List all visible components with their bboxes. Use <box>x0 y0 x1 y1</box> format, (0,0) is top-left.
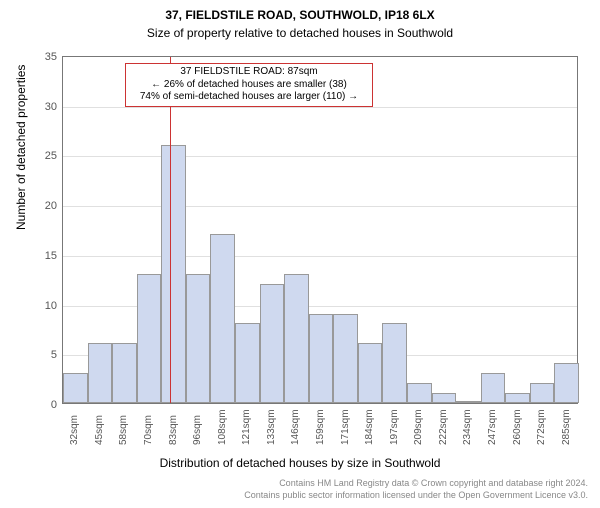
y-axis-label: Number of detached properties <box>14 65 28 230</box>
x-tick-label: 121sqm <box>241 409 252 445</box>
x-tick-label: 171sqm <box>340 409 351 445</box>
x-tick-label: 260sqm <box>512 409 523 445</box>
info-box: 37 FIELDSTILE ROAD: 87sqm← 26% of detach… <box>125 63 373 107</box>
histogram-bar <box>284 274 309 403</box>
histogram-bar <box>554 363 579 403</box>
gridline <box>63 206 577 207</box>
gridline <box>63 256 577 257</box>
x-tick-label: 272sqm <box>536 409 547 445</box>
page-subtitle: Size of property relative to detached ho… <box>0 26 600 40</box>
histogram-bar <box>137 274 162 403</box>
histogram-bar <box>407 383 432 403</box>
histogram-bar <box>456 401 481 403</box>
x-tick-label: 96sqm <box>192 415 203 445</box>
x-tick-label: 83sqm <box>168 415 179 445</box>
y-tick-label: 10 <box>45 300 63 312</box>
gridline <box>63 107 577 108</box>
histogram-bar <box>358 343 383 403</box>
x-tick-label: 108sqm <box>217 409 228 445</box>
histogram-bar <box>210 234 235 403</box>
info-box-line: 74% of semi-detached houses are larger (… <box>132 91 366 104</box>
histogram-bar <box>432 393 457 403</box>
x-tick-label: 45sqm <box>94 415 105 445</box>
histogram-bar <box>235 323 260 403</box>
x-tick-label: 247sqm <box>487 409 498 445</box>
x-tick-label: 70sqm <box>143 415 154 445</box>
x-tick-label: 197sqm <box>389 409 400 445</box>
x-tick-label: 209sqm <box>413 409 424 445</box>
page-title-address: 37, FIELDSTILE ROAD, SOUTHWOLD, IP18 6LX <box>0 8 600 22</box>
histogram-bar <box>88 343 113 403</box>
x-tick-label: 32sqm <box>69 415 80 445</box>
y-tick-label: 0 <box>51 399 63 411</box>
histogram-bar <box>481 373 506 403</box>
histogram-bar <box>530 383 555 403</box>
x-axis-label: Distribution of detached houses by size … <box>0 456 600 470</box>
x-tick-label: 133sqm <box>266 409 277 445</box>
y-tick-label: 20 <box>45 200 63 212</box>
histogram-bar <box>309 314 334 403</box>
info-box-line: 37 FIELDSTILE ROAD: 87sqm <box>132 66 366 79</box>
y-tick-label: 5 <box>51 349 63 361</box>
histogram-bar <box>382 323 407 403</box>
y-tick-label: 35 <box>45 51 63 63</box>
histogram-bar <box>260 284 285 403</box>
histogram-bar <box>63 373 88 403</box>
y-tick-label: 25 <box>45 150 63 162</box>
histogram-bar <box>186 274 211 403</box>
histogram-bar <box>161 145 186 404</box>
x-tick-label: 159sqm <box>315 409 326 445</box>
histogram-bar <box>112 343 137 403</box>
x-tick-label: 234sqm <box>462 409 473 445</box>
histogram-bar <box>505 393 530 403</box>
footer-copyright-1: Contains HM Land Registry data © Crown c… <box>279 478 588 488</box>
info-box-line: ← 26% of detached houses are smaller (38… <box>132 79 366 92</box>
y-tick-label: 15 <box>45 250 63 262</box>
x-tick-label: 184sqm <box>364 409 375 445</box>
footer-copyright-2: Contains public sector information licen… <box>244 490 588 500</box>
x-tick-label: 58sqm <box>118 415 129 445</box>
marker-line <box>170 57 171 403</box>
x-tick-label: 146sqm <box>290 409 301 445</box>
histogram-chart: 0510152025303532sqm45sqm58sqm70sqm83sqm9… <box>62 56 578 404</box>
histogram-bar <box>333 314 358 403</box>
y-tick-label: 30 <box>45 101 63 113</box>
gridline <box>63 156 577 157</box>
x-tick-label: 285sqm <box>561 409 572 445</box>
x-tick-label: 222sqm <box>438 409 449 445</box>
